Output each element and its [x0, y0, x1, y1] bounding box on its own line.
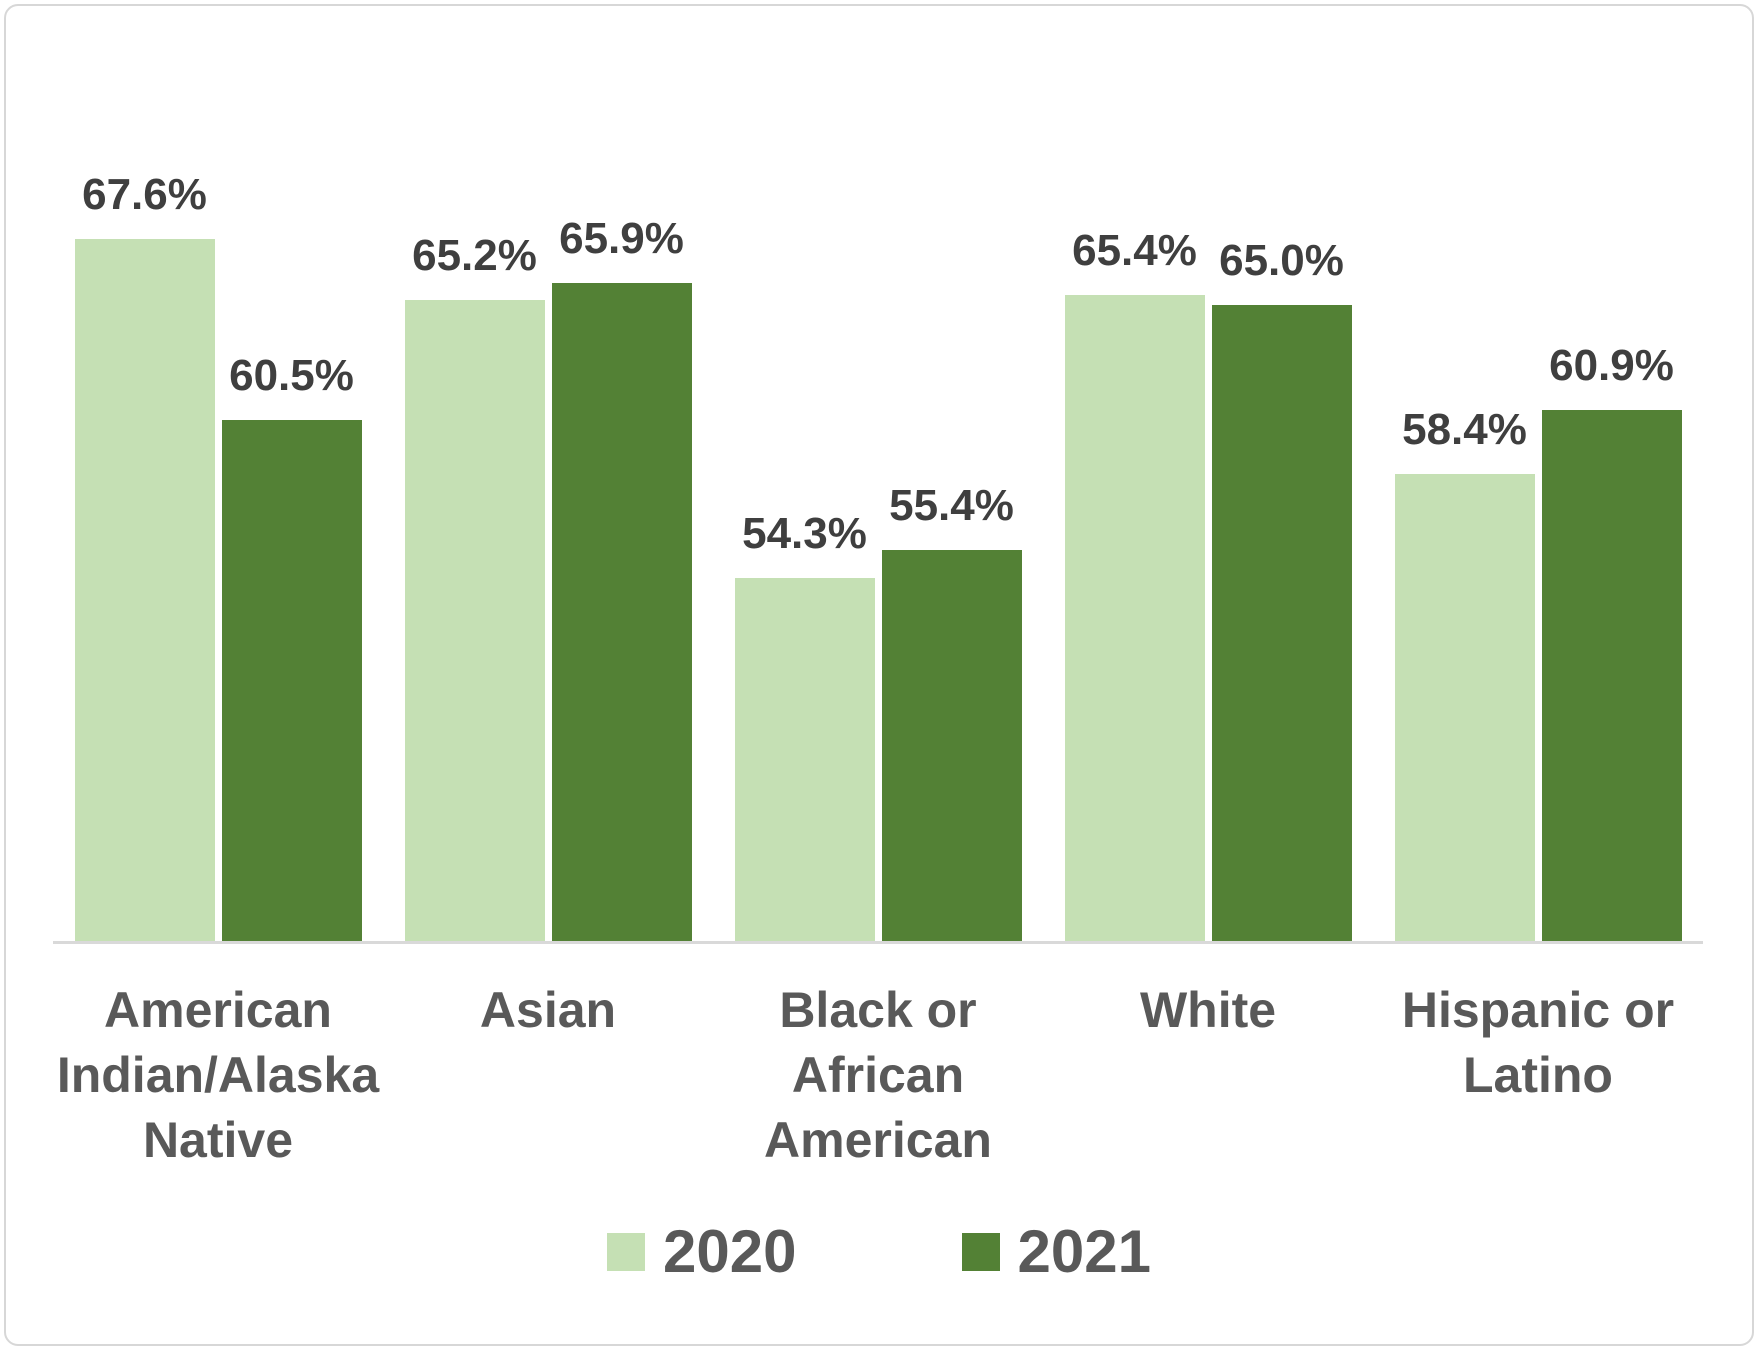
category-label: Asian	[479, 982, 617, 1038]
bar-group: 54.3% 55.4%	[713, 484, 1043, 943]
category-axis: American Indian/Alaska Native Asian Black …	[53, 978, 1703, 1173]
legend-label: 2021	[1017, 1218, 1151, 1285]
bar-group: 65.4% 65.0%	[1043, 229, 1373, 943]
plot-area: 67.6% 60.5% 65.2% 65.9% 54.3% 55.4% 65.4% 65.0%…	[53, 173, 1703, 943]
bar-2021: 60.9%	[1541, 344, 1682, 943]
bar-2020: 67.6%	[74, 173, 215, 943]
value-label: 67.6%	[82, 170, 207, 219]
legend-label: 2020	[663, 1218, 797, 1285]
value-label: 65.0%	[1219, 236, 1344, 285]
category-label: Hispanic or Latino	[1401, 982, 1675, 1103]
value-label: 60.9%	[1549, 341, 1674, 390]
bar-2020: 54.3%	[734, 512, 875, 943]
value-label: 65.4%	[1072, 226, 1197, 275]
category-label: American Indian/Alaska Native	[56, 982, 380, 1168]
value-label: 54.3%	[742, 509, 867, 558]
category-label: Black or African American	[764, 982, 992, 1168]
legend-item-2020: 2020	[607, 1218, 797, 1285]
legend: 2020 2021	[6, 1222, 1752, 1282]
bar-group: 67.6% 60.5%	[53, 173, 383, 943]
bar-2021: 65.0%	[1211, 239, 1352, 943]
legend-swatch-2020	[607, 1233, 646, 1271]
bar-2020: 65.2%	[404, 234, 545, 943]
value-label: 65.2%	[412, 231, 537, 280]
bar-2021: 60.5%	[221, 354, 362, 943]
x-axis-line	[53, 941, 1703, 944]
bar-2020: 65.4%	[1064, 229, 1205, 943]
value-label: 58.4%	[1402, 405, 1527, 454]
legend-swatch-2021	[961, 1233, 1000, 1271]
chart-container: 67.6% 60.5% 65.2% 65.9% 54.3% 55.4% 65.4% 65.0%…	[4, 4, 1754, 1346]
bar-2021: 65.9%	[551, 217, 692, 943]
legend-item-2021: 2021	[961, 1218, 1151, 1285]
category-label: White	[1139, 982, 1277, 1038]
bar-group: 58.4% 60.9%	[1373, 344, 1703, 943]
value-label: 60.5%	[229, 351, 354, 400]
value-label: 65.9%	[559, 214, 684, 263]
bar-2021: 55.4%	[881, 484, 1022, 943]
bar-group: 65.2% 65.9%	[383, 217, 713, 943]
value-label: 55.4%	[889, 481, 1014, 530]
bar-2020: 58.4%	[1394, 408, 1535, 943]
